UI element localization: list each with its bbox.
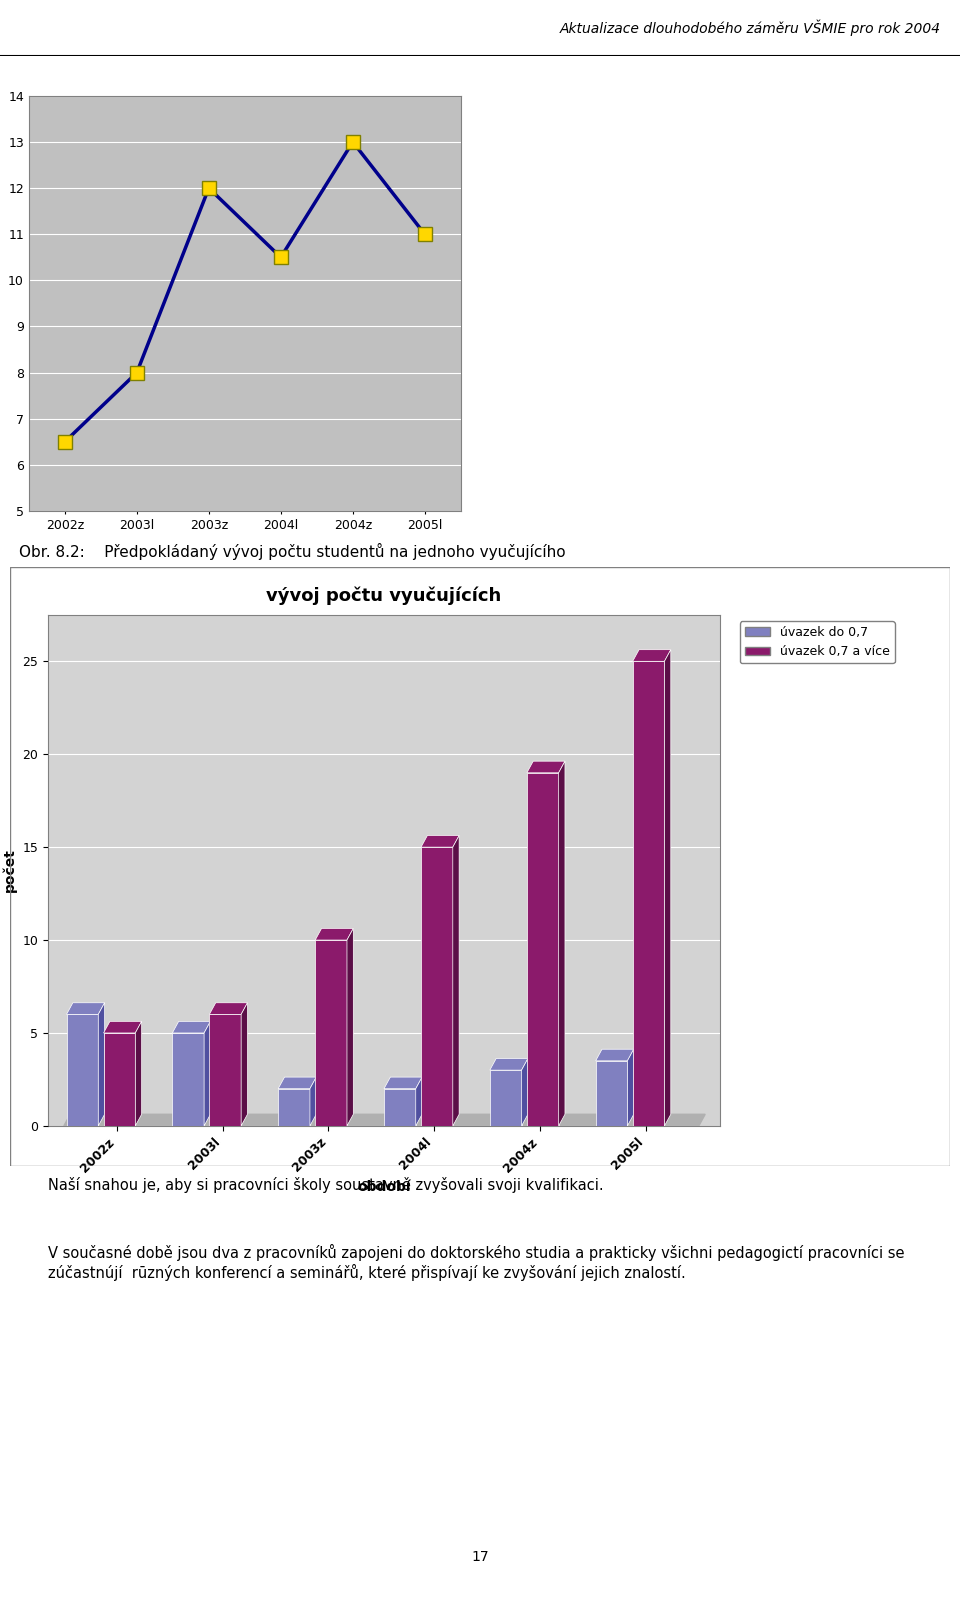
Text: 17: 17 xyxy=(471,1551,489,1563)
X-axis label: období: období xyxy=(357,1180,411,1195)
Bar xyxy=(490,1070,521,1126)
Polygon shape xyxy=(453,835,459,1126)
Polygon shape xyxy=(628,1049,634,1126)
Polygon shape xyxy=(204,1022,210,1126)
Polygon shape xyxy=(559,762,565,1126)
Bar xyxy=(527,773,559,1126)
Polygon shape xyxy=(347,928,353,1126)
Bar xyxy=(315,941,347,1126)
Polygon shape xyxy=(490,1059,528,1070)
Polygon shape xyxy=(278,1076,316,1089)
Polygon shape xyxy=(664,650,671,1126)
Polygon shape xyxy=(310,1076,316,1126)
Legend: úvazek do 0,7, úvazek 0,7 a více: úvazek do 0,7, úvazek 0,7 a více xyxy=(740,621,895,663)
Polygon shape xyxy=(209,1003,248,1014)
Polygon shape xyxy=(173,1022,210,1033)
Polygon shape xyxy=(98,1003,105,1126)
Polygon shape xyxy=(315,928,353,941)
Polygon shape xyxy=(416,1076,422,1126)
Polygon shape xyxy=(241,1003,248,1126)
Bar xyxy=(104,1033,135,1126)
Text: Aktualizace dlouhodobého záměru VŠMIE pro rok 2004: Aktualizace dlouhodobého záměru VŠMIE pr… xyxy=(560,19,941,37)
Polygon shape xyxy=(104,1022,142,1033)
Bar xyxy=(421,846,453,1126)
Polygon shape xyxy=(64,1115,706,1126)
Bar xyxy=(66,1014,98,1126)
Y-axis label: počet: počet xyxy=(2,848,17,893)
Polygon shape xyxy=(521,1059,528,1126)
Polygon shape xyxy=(633,650,671,661)
Text: Obr. 8.2:    Předpokládaný vývoj počtu studentů na jednoho vyučujícího: Obr. 8.2: Předpokládaný vývoj počtu stud… xyxy=(19,543,565,561)
Polygon shape xyxy=(135,1022,142,1126)
Polygon shape xyxy=(421,835,459,846)
Polygon shape xyxy=(384,1076,422,1089)
Bar xyxy=(209,1014,241,1126)
Polygon shape xyxy=(527,762,565,773)
Bar xyxy=(633,661,664,1126)
Bar xyxy=(384,1089,416,1126)
Polygon shape xyxy=(66,1003,105,1014)
Text: V současné době jsou dva z pracovníků zapojeni do doktorského studia a prakticky: V současné době jsou dva z pracovníků za… xyxy=(48,1244,904,1281)
Title: vývoj počtu vyučujících: vývoj počtu vyučujících xyxy=(266,586,502,605)
Bar xyxy=(278,1089,310,1126)
Bar xyxy=(173,1033,204,1126)
Polygon shape xyxy=(595,1049,634,1060)
Text: Naší snahou je, aby si pracovníci školy soustavně zvyšovali svoji kvalifikaci.: Naší snahou je, aby si pracovníci školy … xyxy=(48,1177,604,1193)
Bar xyxy=(595,1060,628,1126)
